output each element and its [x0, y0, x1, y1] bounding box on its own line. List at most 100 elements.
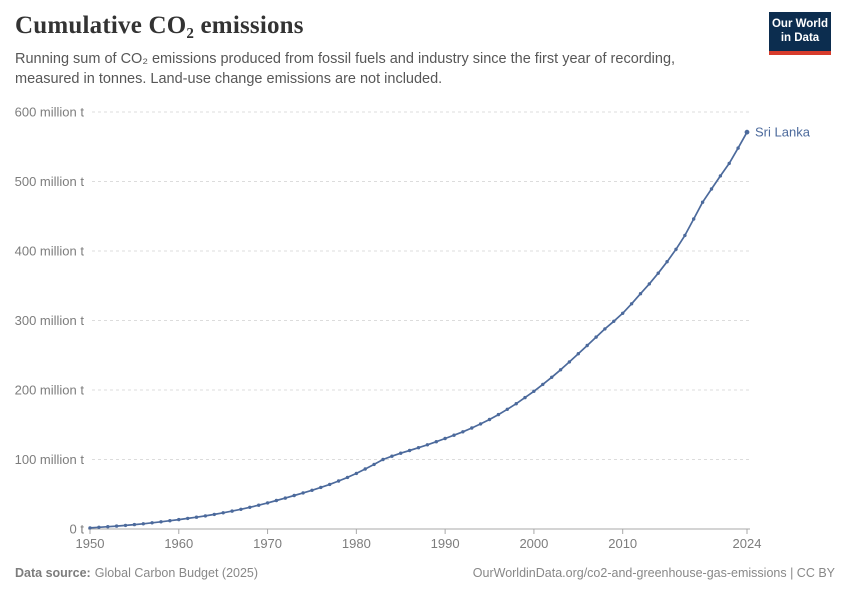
- data-point[interactable]: [718, 174, 723, 178]
- data-point[interactable]: [363, 467, 367, 471]
- data-source-label: Data source:: [15, 566, 91, 580]
- series-line[interactable]: [89, 131, 748, 529]
- y-tick-label: 200 million t: [15, 383, 85, 398]
- data-point[interactable]: [461, 430, 465, 434]
- owid-logo-red-bar: [769, 51, 831, 55]
- data-source-value: Global Carbon Budget (2025): [94, 566, 259, 580]
- data-point[interactable]: [452, 433, 456, 437]
- chart-header: Cumulative CO₂ emissions Running sum of …: [15, 12, 755, 89]
- data-point[interactable]: [345, 475, 350, 480]
- chart-footer: Data source: Global Carbon Budget (2025) …: [15, 566, 835, 580]
- x-tick-label: 1990: [431, 536, 460, 551]
- data-point[interactable]: [532, 389, 536, 393]
- owid-logo-line2: in Data: [780, 32, 820, 45]
- data-point[interactable]: [407, 448, 412, 453]
- chart-area[interactable]: 0 t 100 million t 200 million t 300 million…: [0, 95, 850, 570]
- data-point[interactable]: [141, 522, 145, 526]
- data-point[interactable]: [221, 511, 225, 515]
- data-point[interactable]: [97, 525, 101, 529]
- data-point[interactable]: [354, 471, 359, 476]
- data-point[interactable]: [150, 521, 154, 525]
- data-point[interactable]: [106, 525, 110, 529]
- data-point[interactable]: [310, 488, 314, 492]
- data-point[interactable]: [550, 375, 554, 379]
- data-point[interactable]: [541, 382, 545, 387]
- data-point[interactable]: [638, 292, 643, 296]
- data-point[interactable]: [390, 454, 394, 458]
- data-point[interactable]: [629, 302, 634, 306]
- chart-canvas[interactable]: 0 t 100 million t 200 million t 300 million…: [0, 95, 850, 570]
- data-point[interactable]: [612, 319, 616, 323]
- series-end-label: Sri Lanka: [755, 125, 811, 140]
- data-point[interactable]: [496, 412, 501, 417]
- data-point[interactable]: [372, 462, 376, 467]
- x-tick-label: 1950: [76, 536, 105, 551]
- data-point[interactable]: [381, 457, 385, 462]
- data-point[interactable]: [665, 260, 669, 264]
- data-point[interactable]: [416, 446, 421, 450]
- data-point[interactable]: [88, 526, 92, 530]
- y-tick-label: 300 million t: [15, 313, 85, 328]
- chart-subtitle: Running sum of CO₂ emissions produced fr…: [15, 50, 676, 87]
- x-tick-label: 1960: [164, 536, 193, 551]
- y-tick-label: 0 t: [70, 522, 85, 537]
- data-point[interactable]: [434, 440, 438, 444]
- data-point[interactable]: [239, 507, 243, 511]
- data-point[interactable]: [514, 402, 518, 406]
- data-point[interactable]: [558, 368, 563, 372]
- data-point[interactable]: [328, 482, 332, 487]
- data-point[interactable]: [168, 519, 172, 523]
- data-point[interactable]: [692, 217, 696, 221]
- data-point[interactable]: [114, 524, 119, 528]
- data-point[interactable]: [647, 282, 651, 286]
- data-point[interactable]: [700, 200, 705, 204]
- owid-logo-line1: Our World: [771, 18, 828, 30]
- data-point[interactable]: [257, 503, 261, 507]
- data-point[interactable]: [319, 485, 323, 490]
- y-tick-label: 500 million t: [15, 174, 85, 189]
- data-point[interactable]: [230, 509, 234, 513]
- data-point[interactable]: [177, 517, 181, 522]
- x-tick-label: 1980: [342, 536, 371, 551]
- data-point[interactable]: [736, 146, 740, 150]
- data-point[interactable]: [478, 422, 483, 426]
- data-point[interactable]: [505, 407, 509, 411]
- data-point[interactable]: [159, 520, 163, 524]
- data-point[interactable]: [443, 436, 447, 441]
- data-point[interactable]: [683, 233, 687, 238]
- owid-logo[interactable]: Our World in Data: [769, 12, 831, 55]
- data-point[interactable]: [292, 493, 296, 498]
- page-title: Cumulative CO₂ emissions: [15, 12, 304, 39]
- data-point[interactable]: [585, 343, 589, 348]
- data-point[interactable]: [425, 443, 430, 447]
- data-point[interactable]: [656, 271, 660, 275]
- data-point[interactable]: [248, 505, 252, 509]
- data-point[interactable]: [523, 395, 527, 400]
- data-point[interactable]: [336, 479, 341, 483]
- data-point[interactable]: [603, 327, 607, 331]
- data-point[interactable]: [186, 516, 190, 521]
- data-point[interactable]: [470, 426, 474, 430]
- data-point[interactable]: [203, 514, 208, 518]
- data-point[interactable]: [265, 501, 270, 505]
- owid-citation-link[interactable]: OurWorldinData.org/co2-and-greenhouse-ga…: [472, 566, 835, 580]
- data-point[interactable]: [727, 161, 731, 166]
- x-tick-label: 2024: [733, 536, 762, 551]
- data-point[interactable]: [709, 187, 714, 191]
- data-point[interactable]: [301, 491, 305, 495]
- y-tick-label: 400 million t: [15, 244, 85, 259]
- y-tick-label: 600 million t: [15, 105, 85, 120]
- data-point[interactable]: [567, 360, 572, 364]
- data-point[interactable]: [123, 523, 128, 528]
- data-point[interactable]: [274, 498, 279, 503]
- data-point[interactable]: [399, 451, 403, 455]
- data-point[interactable]: [621, 311, 625, 315]
- data-point[interactable]: [194, 515, 199, 519]
- data-point[interactable]: [674, 247, 678, 251]
- data-point[interactable]: [132, 522, 137, 527]
- data-point[interactable]: [576, 352, 580, 356]
- data-point[interactable]: [212, 512, 216, 517]
- data-point[interactable]: [283, 496, 287, 500]
- data-point[interactable]: [487, 417, 492, 422]
- data-point[interactable]: [594, 335, 598, 339]
